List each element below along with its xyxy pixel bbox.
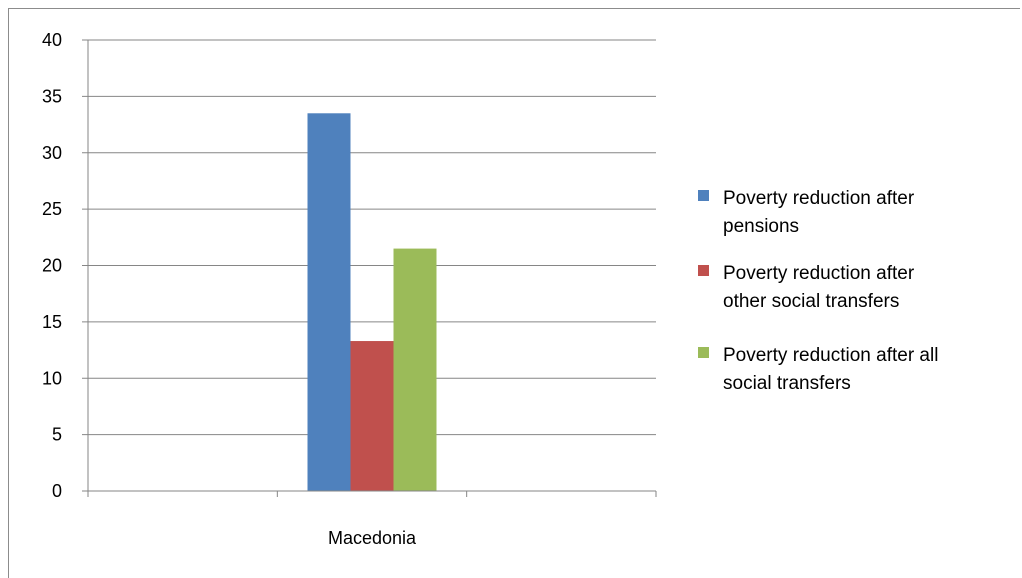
y-tick-label: 40	[42, 30, 62, 50]
y-tick-label: 30	[42, 143, 62, 163]
legend-label-line: Poverty reduction after	[723, 263, 915, 284]
legend-label: Poverty reduction after all social transf…	[723, 345, 938, 394]
x-tick-labels: Macedonia	[328, 528, 417, 548]
bar	[307, 113, 351, 491]
y-tick-label: 15	[42, 312, 62, 332]
legend-label-line: social transfers	[723, 373, 851, 394]
chart-frame	[8, 8, 1020, 578]
bar	[393, 248, 437, 491]
bars	[307, 113, 437, 491]
legend-swatch	[698, 190, 709, 201]
bar	[350, 341, 394, 491]
axes	[82, 39, 657, 497]
legend-label: Poverty reduction after pensions	[723, 188, 915, 237]
legend-label-line: Poverty reduction after	[723, 188, 915, 209]
x-tick-label: Macedonia	[328, 528, 417, 548]
y-tick-label: 25	[42, 199, 62, 219]
y-tick-label: 10	[42, 368, 62, 388]
y-tick-label: 0	[52, 481, 62, 501]
y-tick-label: 35	[42, 86, 62, 106]
legend-swatch	[698, 347, 709, 358]
legend-label-line: pensions	[723, 216, 799, 237]
y-tick-labels: 0 5 10 15 20 25 30 35 40	[42, 30, 62, 501]
legend-swatch	[698, 265, 709, 276]
legend-label-line: other social transfers	[723, 291, 899, 312]
y-tick-label: 5	[52, 425, 62, 445]
y-tick-label: 20	[42, 256, 62, 276]
legend-label: Poverty reduction after other social tran…	[723, 263, 915, 312]
legend-label-line: Poverty reduction after all	[723, 345, 938, 366]
